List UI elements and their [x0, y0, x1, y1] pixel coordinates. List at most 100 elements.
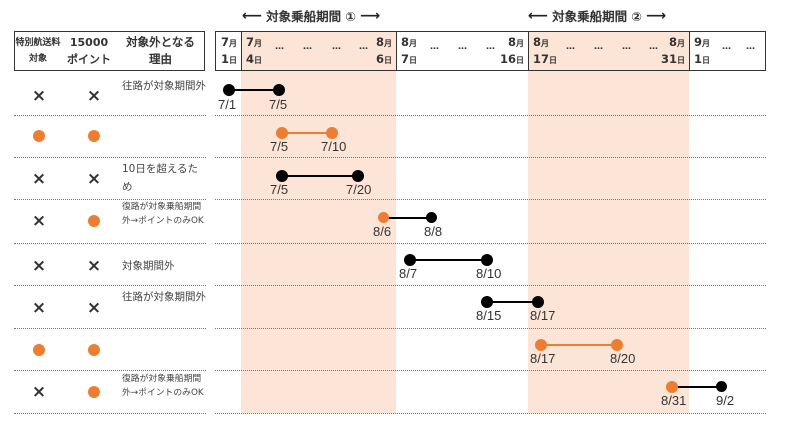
start-date-label: 8/7: [399, 266, 418, 281]
row-divider: [215, 328, 766, 329]
ellipsis: …: [649, 42, 658, 52]
trip-bar: [223, 84, 285, 96]
start-dot-icon: [276, 170, 288, 182]
date-cell-jul-1: 7月 1日: [215, 31, 241, 71]
fee-not-eligible-icon: ×: [31, 256, 47, 276]
month: 8: [668, 35, 677, 49]
ellipsis: …: [332, 42, 341, 52]
end-dot-icon: [273, 84, 285, 96]
unit: 月: [254, 39, 263, 48]
date-cell-sep-1: 9月 1日 … …: [689, 31, 766, 71]
header-text: ポイント: [67, 53, 111, 66]
ellipsis: …: [430, 42, 439, 52]
trip-bar: [378, 212, 438, 224]
start-dot-icon: [223, 84, 235, 96]
points-eligible-icon: [87, 129, 101, 143]
row-divider: [14, 328, 206, 329]
date-cell-aug17-aug31: 8月 17日 … … … … 8月 31日: [528, 31, 689, 71]
date-header: [215, 31, 766, 71]
day: 16: [499, 52, 516, 66]
reason-text: 往路が対象期間外: [122, 291, 206, 303]
unit: 月: [677, 39, 685, 48]
day: 17: [533, 52, 550, 66]
day: 4: [246, 52, 255, 66]
trip-line: [410, 259, 487, 261]
header-text: 対象外となる: [126, 35, 195, 49]
end-dot-icon: [532, 296, 544, 308]
ellipsis: …: [622, 42, 631, 52]
fee-not-eligible-icon: ×: [31, 382, 47, 402]
start-date-label: 7/5: [270, 182, 289, 197]
divider: [241, 31, 242, 71]
ellipsis: …: [566, 42, 575, 52]
row-divider: [14, 285, 206, 286]
trip-bar: [276, 170, 366, 182]
eligible-period-1-band: [241, 31, 396, 413]
ellipsis: …: [486, 42, 495, 52]
fee-eligible-icon: [32, 343, 46, 357]
trip-bar: [535, 339, 623, 351]
divider: [689, 31, 690, 71]
period-1-text: 対象乗船期間 ①: [266, 9, 357, 24]
day: 6: [375, 52, 384, 66]
header-reason-col: 対象外となる 理由: [117, 32, 204, 70]
table-header: 特別航送料 対象 15000 ポイント 対象外となる 理由: [14, 31, 205, 71]
row-divider: [14, 115, 206, 116]
points-eligible-icon: [87, 385, 101, 399]
unit: 日: [702, 56, 711, 65]
start-dot-icon: [535, 339, 547, 351]
month: 9: [694, 35, 703, 49]
unit: 月: [702, 39, 711, 48]
unit: 月: [516, 39, 524, 48]
ellipsis: …: [275, 42, 284, 52]
row-divider: [215, 413, 766, 414]
reason-text: 対象期間外: [122, 260, 175, 272]
day: 7: [401, 52, 410, 66]
left-arrow-icon: ⟵: [528, 7, 549, 24]
period-2-text: 対象乗船期間 ②: [552, 9, 643, 24]
start-dot-icon: [404, 254, 416, 266]
points-not-eligible-icon: ×: [86, 298, 102, 318]
points-eligible-icon: [87, 214, 101, 228]
end-dot-icon: [326, 127, 338, 139]
header-text: 特別航送料: [15, 38, 61, 48]
end-date-label: 9/2: [716, 393, 735, 408]
month: 7: [221, 35, 230, 49]
row-divider: [14, 370, 206, 371]
end-date-label: 8/17: [530, 308, 556, 323]
unit: 日: [254, 56, 263, 65]
end-date-label: 8/8: [424, 224, 443, 239]
unit: 日: [549, 56, 558, 65]
month: 8: [507, 35, 516, 49]
header-text: 対象: [28, 54, 47, 64]
unit: 月: [409, 39, 418, 48]
ellipsis: …: [303, 42, 312, 52]
row-divider: [215, 243, 766, 244]
unit: 日: [384, 56, 392, 65]
start-date-label: 8/6: [373, 224, 392, 239]
trip-line: [229, 89, 279, 91]
trip-line: [282, 132, 332, 134]
month: 7: [246, 35, 255, 49]
start-date-label: 8/17: [530, 351, 556, 366]
trip-line: [487, 301, 538, 303]
trip-bar: [666, 381, 728, 393]
ellipsis: …: [458, 42, 467, 52]
row-divider: [215, 157, 766, 158]
end-date-label: 8/20: [610, 351, 636, 366]
row-divider: [215, 370, 766, 371]
day: 1: [694, 52, 703, 66]
row-divider: [215, 115, 766, 116]
points-not-eligible-icon: ×: [86, 86, 102, 106]
start-dot-icon: [378, 212, 389, 223]
end-date-label: 8/10: [476, 266, 502, 281]
row-divider: [215, 199, 766, 200]
row-divider: [14, 157, 206, 158]
day: 31: [660, 52, 677, 66]
row-divider: [14, 413, 206, 414]
end-dot-icon: [611, 339, 623, 351]
row-divider: [14, 199, 206, 200]
eligible-period-2-band: [528, 31, 689, 413]
divider: [396, 31, 397, 71]
end-date-label: 7/10: [321, 139, 347, 154]
